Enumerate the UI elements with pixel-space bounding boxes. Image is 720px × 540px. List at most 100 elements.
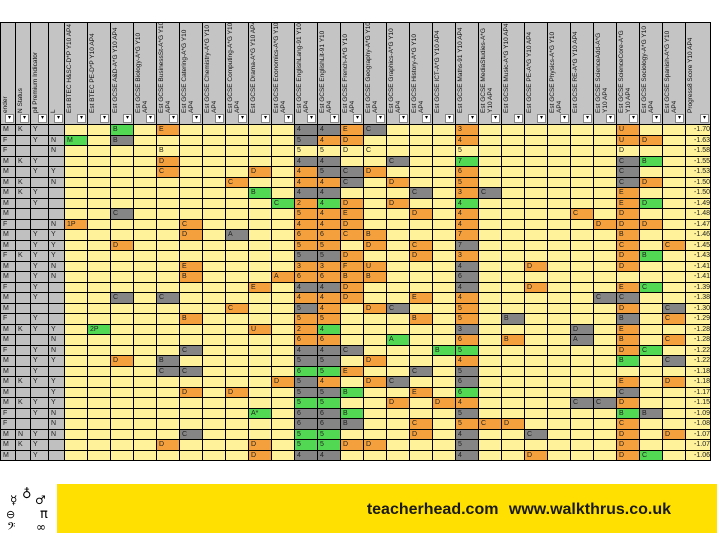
grade-cell[interactable] [432,449,456,461]
grade-cell[interactable] [662,323,686,335]
grade-cell[interactable] [363,449,387,461]
grade-cell[interactable] [662,124,686,136]
grade-cell[interactable] [639,428,663,440]
grade-cell[interactable] [547,418,571,430]
filter-dropdown-button[interactable]: ▾ [376,114,385,123]
grade-cell[interactable] [570,418,594,430]
progress8-score-cell[interactable]: -1.28 [685,334,711,346]
grade-cell[interactable] [202,418,226,430]
grade-cell[interactable] [87,176,111,188]
grade-cell[interactable]: D [662,376,686,388]
grade-cell[interactable] [570,134,594,146]
grade-cell[interactable]: 5 [294,376,318,388]
grade-cell[interactable] [202,260,226,272]
grade-cell[interactable] [386,418,410,430]
grade-cell[interactable]: E [340,365,364,377]
progress8-score-cell[interactable]: -1.58 [685,145,711,157]
grade-cell[interactable] [639,376,663,388]
grade-cell[interactable] [64,302,88,314]
grade-cell[interactable]: 5 [317,250,341,262]
grade-cell[interactable] [432,208,456,220]
progress8-score-cell[interactable]: -1.28 [685,323,711,335]
grade-cell[interactable] [386,145,410,157]
grade-cell[interactable]: 4 [317,208,341,220]
grade-cell[interactable]: C [156,365,180,377]
grade-cell[interactable] [225,281,249,293]
grade-cell[interactable] [478,155,502,167]
grade-cell[interactable] [593,281,617,293]
grade-cell[interactable]: 4 [294,292,318,304]
eal-cell[interactable]: Y [48,376,65,388]
grade-cell[interactable] [202,449,226,461]
grade-cell[interactable] [363,176,387,188]
pupil-premium-cell[interactable]: Y [30,134,49,146]
grade-cell[interactable] [340,239,364,251]
grade-cell[interactable]: D [593,218,617,230]
grade-cell[interactable]: D [616,344,640,356]
gender-cell[interactable]: F [0,281,16,293]
grade-cell[interactable] [639,386,663,398]
grade-cell[interactable] [133,449,157,461]
grade-cell[interactable]: C [179,344,203,356]
pupil-premium-cell[interactable]: Y [30,407,49,419]
grade-cell[interactable] [248,428,272,440]
sen-status-cell[interactable]: K [15,124,31,136]
grade-cell[interactable] [524,355,548,367]
grade-cell[interactable]: 5 [294,302,318,314]
pupil-premium-cell[interactable]: Y [30,365,49,377]
grade-cell[interactable] [386,229,410,241]
grade-cell[interactable] [64,386,88,398]
grade-cell[interactable] [133,418,157,430]
grade-cell[interactable] [501,271,525,283]
grade-cell[interactable] [87,281,111,293]
grade-cell[interactable] [593,439,617,451]
grade-cell[interactable] [156,260,180,272]
grade-cell[interactable] [662,176,686,188]
grade-cell[interactable] [225,449,249,461]
grade-cell[interactable] [340,449,364,461]
pupil-premium-cell[interactable]: Y [30,187,49,199]
filter-dropdown-button[interactable]: ▾ [38,114,47,123]
grade-cell[interactable] [409,449,433,461]
grade-cell[interactable]: 5 [455,302,479,314]
grade-cell[interactable] [248,386,272,398]
grade-cell[interactable]: E [248,281,272,293]
grade-cell[interactable] [363,365,387,377]
grade-cell[interactable] [110,145,134,157]
grade-cell[interactable]: D [616,218,640,230]
grade-cell[interactable] [432,334,456,346]
grade-cell[interactable] [179,239,203,251]
grade-cell[interactable] [271,155,295,167]
grade-cell[interactable]: 7 [455,239,479,251]
sen-status-cell[interactable]: K [15,187,31,199]
grade-cell[interactable]: 3 [294,260,318,272]
grade-cell[interactable] [639,166,663,178]
grade-cell[interactable] [409,271,433,283]
grade-cell[interactable]: 4 [455,449,479,461]
grade-cell[interactable] [432,281,456,293]
grade-cell[interactable]: E [616,187,640,199]
pupil-premium-cell[interactable] [30,302,49,314]
grade-cell[interactable] [202,250,226,262]
grade-cell[interactable] [202,313,226,325]
grade-cell[interactable] [501,281,525,293]
grade-cell[interactable]: D [340,292,364,304]
grade-cell[interactable]: D [616,250,640,262]
grade-cell[interactable]: C [363,145,387,157]
grade-cell[interactable] [662,187,686,199]
grade-cell[interactable]: E [156,124,180,136]
grade-cell[interactable] [133,386,157,398]
grade-cell[interactable] [662,386,686,398]
grade-cell[interactable]: 4 [294,155,318,167]
grade-cell[interactable]: D [432,397,456,409]
grade-cell[interactable] [133,344,157,356]
grade-cell[interactable] [593,176,617,188]
grade-cell[interactable]: C [616,166,640,178]
grade-cell[interactable] [593,208,617,220]
grade-cell[interactable]: D [616,397,640,409]
grade-cell[interactable] [432,407,456,419]
grade-cell[interactable] [501,155,525,167]
grade-cell[interactable]: A [570,334,594,346]
grade-cell[interactable]: 5 [317,313,341,325]
grade-cell[interactable] [202,145,226,157]
